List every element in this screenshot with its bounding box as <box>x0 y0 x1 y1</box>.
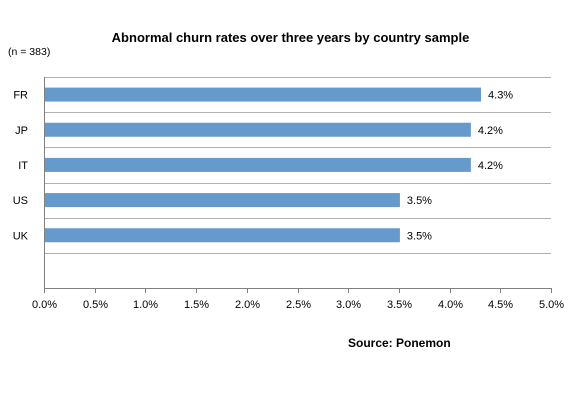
category-labels: FR JP IT US UK <box>13 90 29 243</box>
bar-us <box>45 193 400 208</box>
category-label: UK <box>13 230 29 242</box>
x-tick-label: 2.0% <box>235 299 260 311</box>
value-label: 3.5% <box>407 230 432 242</box>
value-label: 4.2% <box>478 125 503 137</box>
category-label: JP <box>15 125 28 137</box>
x-tick-label: 4.5% <box>488 299 513 311</box>
value-label: 4.3% <box>488 90 513 102</box>
bar-jp <box>45 122 471 137</box>
bar-fr <box>45 87 482 102</box>
x-tick-label: 0.5% <box>83 299 108 311</box>
value-labels: 4.3% 4.2% 4.2% 3.5% 3.5% <box>407 90 513 243</box>
x-tick-label: 1.0% <box>133 299 158 311</box>
category-label: IT <box>18 160 28 172</box>
category-label: FR <box>13 90 28 102</box>
x-tick-label: 2.5% <box>286 299 311 311</box>
x-tick-label: 0.0% <box>32 299 57 311</box>
gridlines <box>44 77 551 254</box>
x-axis: 0.0% 0.5% 1.0% 1.5% 2.0% 2.5% 3.0% 3.5% 4.0% 4.5%… <box>32 77 564 311</box>
x-tick-label: 3.5% <box>387 299 412 311</box>
value-label: 4.2% <box>478 160 503 172</box>
bar-it <box>45 157 471 172</box>
source-note: Source: Ponemon <box>348 336 451 350</box>
x-tick-label: 4.0% <box>438 299 463 311</box>
chart-title: Abnormal churn rates over three years by… <box>111 30 470 45</box>
x-tick-label: 3.0% <box>336 299 361 311</box>
bars <box>45 87 482 243</box>
bar-uk <box>45 228 400 243</box>
category-label: US <box>13 195 28 207</box>
value-label: 3.5% <box>407 195 432 207</box>
x-tick-label: 1.5% <box>184 299 209 311</box>
x-tick-label: 5.0% <box>539 299 564 311</box>
sample-size-note: (n = 383) <box>8 46 51 58</box>
